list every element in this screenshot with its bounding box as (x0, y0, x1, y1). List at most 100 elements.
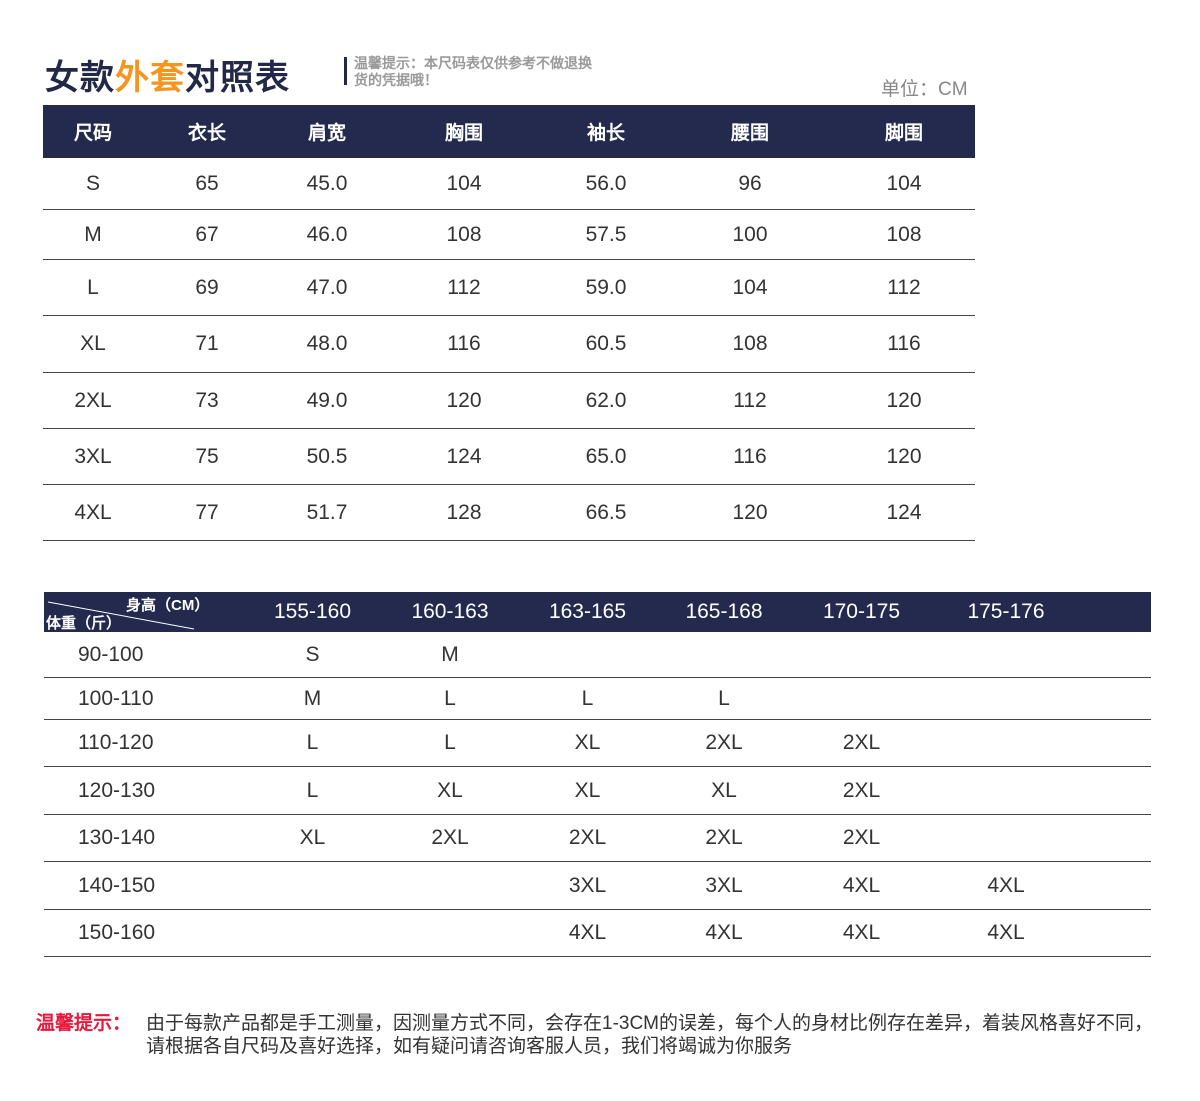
column-header: 胸围 (444, 123, 483, 144)
weight-range: 120-130 (78, 778, 156, 802)
table-cell: 112 (447, 275, 481, 299)
table-cell: 120 (446, 388, 482, 412)
title-highlight: 外套 (115, 59, 185, 97)
table-cell: 104 (446, 171, 482, 195)
table-cell: 4XL (842, 921, 881, 944)
table-cell: 3XL (568, 873, 607, 897)
column-header: 175-176 (967, 600, 1045, 623)
tip-text: 由于每款产品都是手工测量，因测量方式不同，会存在1-3CM的误差，每个人的身材比… (146, 1013, 1154, 1057)
table-cell: 56.0 (585, 171, 627, 195)
table-cell: 51.7 (306, 500, 348, 524)
weight-range: 140-150 (78, 873, 156, 897)
table-cell: 65.0 (585, 444, 627, 468)
table-row: 110-120 L L XL 2XL 2XL (44, 720, 1151, 767)
weight-range: 90-100 (78, 642, 144, 666)
table-cell: 73 (195, 388, 219, 412)
table-cell: S (305, 642, 320, 666)
table-cell: XL (711, 778, 737, 802)
table-row: 90-100 S M (44, 632, 1151, 678)
fit-table: 身高（CM） 体重（斤） 155-160 160-163 163-165 165-168 1… (44, 592, 1151, 957)
table-cell: 57.5 (585, 222, 627, 246)
table-cell: 2XL (568, 826, 607, 849)
column-header: 肩宽 (307, 123, 346, 144)
table-cell: L (444, 686, 456, 710)
column-header: 尺码 (73, 123, 112, 144)
table-cell: 100 (732, 222, 768, 246)
column-header: 165-168 (685, 600, 763, 623)
table-cell: 2XL (74, 388, 112, 412)
reference-note: 温馨提示：本尺码表仅供参考不做退换货的凭据哦！ (354, 55, 592, 88)
table-row: 150-160 4XL 4XL 4XL 4XL (44, 910, 1151, 957)
table-cell: S (85, 171, 100, 195)
table-cell: M (441, 642, 459, 666)
table-cell: XL (574, 731, 601, 754)
column-header: 160-163 (411, 600, 489, 623)
table-row: 120-130 L XL XL XL 2XL (44, 767, 1151, 815)
weight-range: 130-140 (78, 826, 156, 849)
table-cell: 49.0 (306, 388, 348, 412)
table-cell: 48.0 (306, 332, 348, 355)
table-cell: XL (80, 332, 106, 355)
table-cell: 116 (733, 444, 767, 468)
table-cell: L (444, 731, 456, 754)
table-row: 4XL 77 51.7 128 66.5 120 124 (43, 485, 975, 541)
title-part2: 对照表 (185, 59, 290, 97)
table-cell: 2XL (842, 778, 881, 802)
tip-label: 温馨提示： (36, 1013, 132, 1034)
column-header: 腰围 (730, 123, 769, 144)
table-cell: XL (437, 778, 463, 802)
column-header: 163-165 (548, 600, 627, 623)
table-cell: 45.0 (306, 171, 348, 195)
table-cell: 47.0 (306, 275, 348, 299)
corner-weight-label: 体重（斤） (46, 615, 122, 632)
table-header: 尺码 衣长 肩宽 胸围 袖长 腰围 脚围 (43, 105, 975, 158)
tip: 温馨提示： 由于每款产品都是手工测量，因测量方式不同，会存在1-3CM的误差，每… (36, 1012, 1156, 1058)
table-cell: 2XL (431, 826, 469, 849)
table-cell: L (306, 778, 319, 802)
table-cell: 60.5 (585, 332, 627, 355)
table-cell: 4XL (842, 873, 881, 897)
column-header: 170-175 (822, 600, 901, 623)
table-cell: XL (299, 826, 326, 849)
table-cell: 3XL (705, 873, 743, 897)
table-row: M 67 46.0 108 57.5 100 108 (43, 210, 975, 260)
corner-header: 身高（CM） 体重（斤） (44, 592, 244, 632)
page-title: 女款外套对照表 (45, 50, 290, 99)
table-cell: 4XL (568, 921, 607, 944)
column-header: 衣长 (187, 123, 226, 144)
table-cell: 2XL (705, 826, 743, 849)
table-header: 身高（CM） 体重（斤） 155-160 160-163 163-165 165-168 1… (44, 592, 1151, 632)
table-cell: 124 (886, 500, 922, 524)
table-row: L 69 47.0 112 59.0 104 112 (43, 260, 975, 316)
table-cell: 67 (195, 222, 219, 246)
table-cell: 4XL (987, 873, 1025, 897)
table-row: 2XL 73 49.0 120 62.0 112 120 (43, 373, 975, 429)
table-cell: 66.5 (585, 500, 627, 524)
weight-range: 150-160 (78, 921, 156, 944)
table-cell: 116 (447, 332, 481, 355)
table-cell: 77 (195, 500, 219, 524)
table-cell: 108 (886, 222, 922, 246)
table-row: 140-150 3XL 3XL 4XL 4XL (44, 862, 1151, 910)
table-cell: 2XL (705, 731, 743, 754)
table-cell: 120 (732, 500, 768, 524)
table-cell: XL (574, 778, 601, 802)
table-row: S 65 45.0 104 56.0 96 104 (43, 158, 975, 210)
weight-range: 100-110 (78, 686, 154, 710)
table-row: 130-140 XL 2XL 2XL 2XL 2XL (44, 815, 1151, 862)
table-cell: 59.0 (585, 275, 627, 299)
table-cell: 4XL (74, 500, 112, 524)
corner-height-label: 身高（CM） (126, 597, 210, 614)
table-cell: 62.0 (585, 388, 627, 412)
table-cell: 120 (886, 444, 922, 468)
table-row: 100-110 M L L L (44, 678, 1151, 720)
unit-label: 单位：CM (881, 79, 968, 100)
table-cell: M (303, 686, 322, 710)
column-header: 脚围 (884, 123, 923, 144)
table-row: XL 71 48.0 116 60.5 108 116 (43, 316, 975, 373)
table-cell: 46.0 (306, 222, 348, 246)
table-cell: 4XL (987, 921, 1025, 944)
table-cell: M (84, 222, 102, 246)
table-cell: 2XL (842, 826, 881, 849)
table-cell: 50.5 (306, 444, 348, 468)
